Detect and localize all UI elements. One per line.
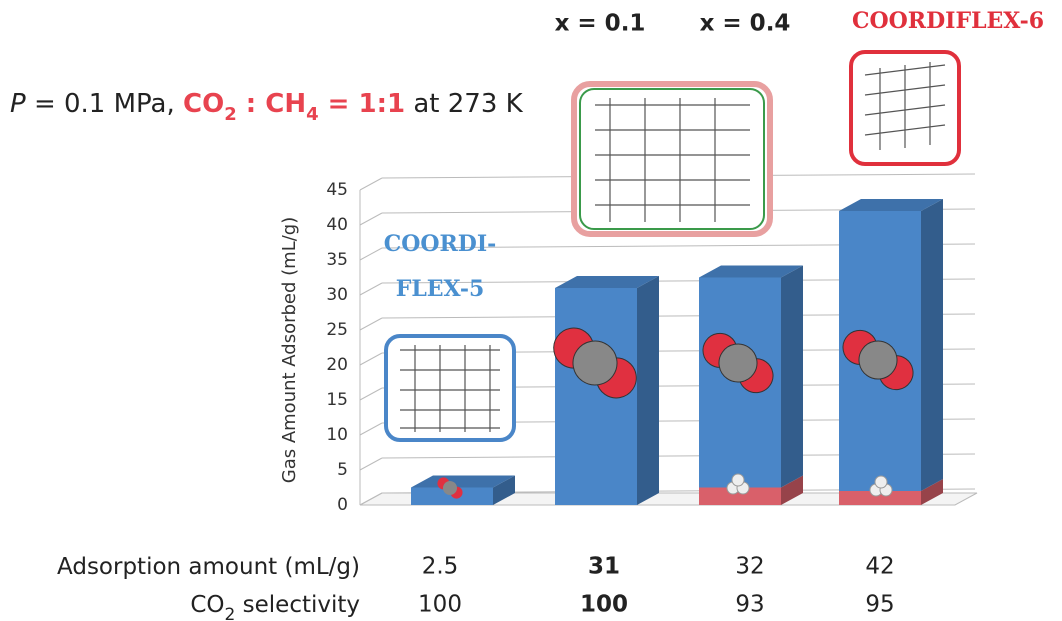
title-part: CO — [183, 89, 224, 119]
bar-side — [921, 199, 943, 491]
y-tick-label: 0 — [337, 495, 348, 515]
title-part: at 273 K — [405, 89, 524, 119]
frame — [386, 336, 514, 440]
y-tick-label: 30 — [326, 285, 348, 305]
grid-line — [360, 283, 382, 295]
title-part: = 0.1 MPa, — [26, 89, 183, 119]
page: {"chart_data":{"type":"bar3d", "title_pa… — [0, 0, 1062, 621]
bar-side — [637, 276, 659, 505]
bar-label: x = 0.4 — [700, 11, 791, 37]
y-tick-label: 15 — [326, 390, 348, 410]
y-tick-label: 45 — [326, 180, 348, 200]
table-value: 32 — [735, 554, 764, 580]
grid-line — [360, 353, 382, 365]
grid-line — [360, 423, 382, 435]
table-value: 100 — [418, 592, 462, 618]
grid-line — [360, 458, 382, 470]
table-value: 31 — [588, 554, 620, 580]
y-tick-label: 35 — [326, 250, 348, 270]
y-tick-label: 20 — [326, 355, 348, 375]
frame — [574, 84, 770, 234]
grid-line — [360, 318, 382, 330]
y-tick-label: 5 — [337, 460, 348, 480]
table-value: 42 — [865, 554, 894, 580]
bar-label: COORDIFLEX-6 — [852, 8, 1044, 34]
label-part: CO — [190, 592, 224, 618]
y-tick-label: 40 — [326, 215, 348, 235]
y-tick-label: 25 — [326, 320, 348, 340]
title-part: = 1:1 — [319, 89, 405, 119]
grid-line — [360, 178, 382, 190]
y-tick-label: 10 — [326, 425, 348, 445]
title-part: 2 — [224, 104, 237, 125]
grid-line — [360, 388, 382, 400]
table-value: 93 — [735, 592, 764, 618]
label-part: Adsorption amount (mL/g) — [57, 554, 360, 580]
label-part: 2 — [225, 605, 236, 621]
title-part: : CH — [237, 89, 306, 119]
table-value: 2.5 — [422, 554, 459, 580]
grid-line — [360, 213, 382, 225]
chart: P = 0.1 MPa, CO2 : CH4 = 1:1 at 273 K Ga… — [0, 0, 1062, 621]
title-part: P — [10, 89, 26, 119]
title-part: 4 — [306, 104, 319, 125]
row-label: CO2 selectivity — [190, 592, 360, 621]
y-axis-label: Gas Amount Adsorbed (mL/g) — [279, 217, 300, 484]
bar-label: FLEX-5 — [396, 276, 485, 302]
label-part: selectivity — [235, 592, 360, 618]
table-value: 100 — [580, 592, 628, 618]
bar-side — [781, 266, 803, 488]
chart-title: P = 0.1 MPa, CO2 : CH4 = 1:1 at 273 K — [10, 89, 524, 125]
bar-label: x = 0.1 — [555, 11, 646, 37]
table-value: 95 — [865, 592, 894, 618]
grid-line — [360, 248, 382, 260]
bar-label: COORDI- — [384, 231, 497, 257]
row-label: Adsorption amount (mL/g) — [57, 554, 360, 580]
